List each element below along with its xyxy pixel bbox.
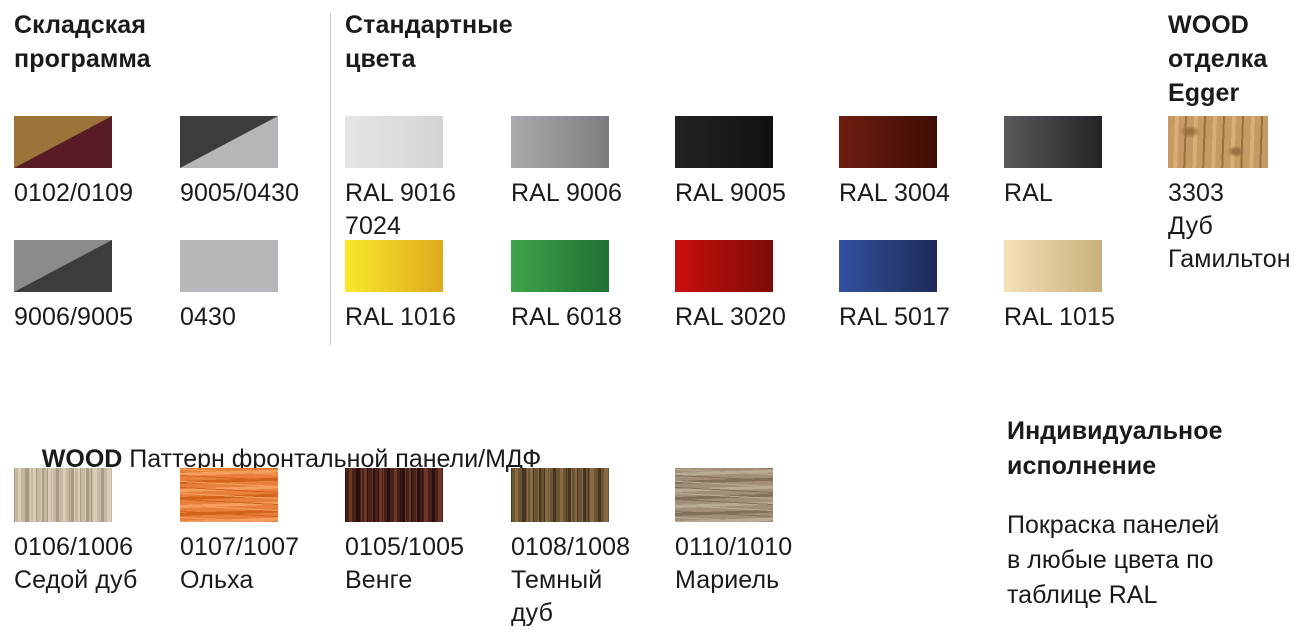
color-swatch-0430	[180, 240, 278, 292]
swatch-cell-ral-3004: RAL 3004	[839, 116, 950, 210]
color-swatch-ral-graphite	[1004, 116, 1102, 168]
swatch-cell-0107-1007: 0107/1007 Ольха	[180, 468, 299, 597]
swatch-cell-0110-1010: 0110/1010 Мариель	[675, 468, 792, 597]
swatch-cell-ral-graphite: RAL	[1004, 116, 1102, 210]
color-swatch-ral-3004	[839, 116, 937, 168]
section-title-warehouse: Складская программа	[14, 11, 151, 73]
swatch-code-label: 0105/1005	[345, 533, 465, 561]
color-swatch-ral-9006	[511, 116, 609, 168]
swatch-cell-3303: 3303 Дуб Гамильтон	[1168, 116, 1291, 276]
swatch-cell-ral-1015: RAL 1015	[1004, 240, 1115, 334]
wood-swatch-0107-1007-alder	[180, 468, 278, 522]
swatch-code-label: 0430	[180, 303, 237, 331]
swatch-cell-9006-9005: 9006/9005	[14, 240, 133, 334]
swatch-code-label: RAL 9005	[675, 179, 787, 207]
swatch-cell-0430: 0430	[180, 240, 278, 334]
color-swatch-ral-5017	[839, 240, 937, 292]
custom-finish-description: Покраска панелей в любые цвета по таблиц…	[1007, 511, 1220, 609]
swatch-code-label: RAL 5017	[839, 303, 951, 331]
swatch-cell-ral-1016: RAL 1016	[345, 240, 456, 334]
swatch-code-label: RAL	[1004, 179, 1053, 207]
color-swatch-ral-3020	[675, 240, 773, 292]
swatch-code-label: RAL 6018	[511, 303, 623, 331]
section-title-custom-finish: Индивидуальное исполнение	[1007, 417, 1223, 480]
swatch-cell-ral-6018: RAL 6018	[511, 240, 622, 334]
swatch-code-label: RAL 1015	[1004, 303, 1116, 331]
wood-swatch-0108-1008-dark-oak	[511, 468, 609, 522]
section-divider	[330, 13, 331, 345]
color-swatch-ral-1015	[1004, 240, 1102, 292]
swatch-name-label: Темный дуб	[511, 566, 603, 627]
swatch-name-label: Мариель	[675, 566, 780, 594]
wood-swatch-0106-1006-grey-oak	[14, 468, 112, 522]
swatch-cell-ral-9005: RAL 9005	[675, 116, 786, 210]
section-title-wood-egger: WOOD отделка Egger	[1168, 11, 1268, 107]
swatch-code-label: 0108/1008	[511, 533, 631, 561]
swatch-name-label: Седой дуб	[14, 566, 138, 594]
color-swatch-9005-0430	[180, 116, 278, 168]
color-swatch-ral-9005	[675, 116, 773, 168]
color-swatch-9006-9005	[14, 240, 112, 292]
swatch-name-label: Венге	[345, 566, 413, 594]
swatch-code-label: RAL 9016 7024	[345, 179, 457, 240]
swatch-code-label: 9005/0430	[180, 179, 300, 207]
swatch-code-label: 9006/9005	[14, 303, 134, 331]
swatch-cell-9005-0430: 9005/0430	[180, 116, 299, 210]
swatch-code-label: RAL 3004	[839, 179, 951, 207]
swatch-code-label: RAL 9006	[511, 179, 623, 207]
color-swatch-ral-1016	[345, 240, 443, 292]
swatch-code-label: 0102/0109	[14, 179, 134, 207]
swatch-code-label: 0110/1010	[675, 533, 793, 561]
swatch-code-label: 3303	[1168, 179, 1225, 207]
swatch-cell-0106-1006: 0106/1006 Седой дуб	[14, 468, 137, 597]
wood-swatch-0105-1005-wenge	[345, 468, 443, 522]
swatch-cell-0108-1008: 0108/1008 Темный дуб	[511, 468, 630, 630]
swatch-code-label: RAL 1016	[345, 303, 457, 331]
wood-swatch-3303-oak-hamilton	[1168, 116, 1268, 168]
color-swatch-0102-0109	[14, 116, 112, 168]
swatch-name-label: Дуб Гамильтон	[1168, 212, 1291, 273]
swatch-cell-ral-9006: RAL 9006	[511, 116, 622, 210]
wood-swatch-0110-1010-mariel	[675, 468, 773, 522]
swatch-cell-ral-9016: RAL 9016 7024	[345, 116, 456, 243]
color-swatch-ral-9016	[345, 116, 443, 168]
swatch-code-label: 0106/1006	[14, 533, 134, 561]
swatch-code-label: 0107/1007	[180, 533, 300, 561]
swatch-cell-0105-1005: 0105/1005 Венге	[345, 468, 464, 597]
swatch-code-label: RAL 3020	[675, 303, 787, 331]
section-title-standard-colors: Стандартные цвета	[345, 11, 513, 73]
swatch-name-label: Ольха	[180, 566, 254, 594]
color-swatch-ral-6018	[511, 240, 609, 292]
swatch-cell-0102-0109: 0102/0109	[14, 116, 133, 210]
swatch-cell-ral-3020: RAL 3020	[675, 240, 786, 334]
swatch-cell-ral-5017: RAL 5017	[839, 240, 950, 334]
